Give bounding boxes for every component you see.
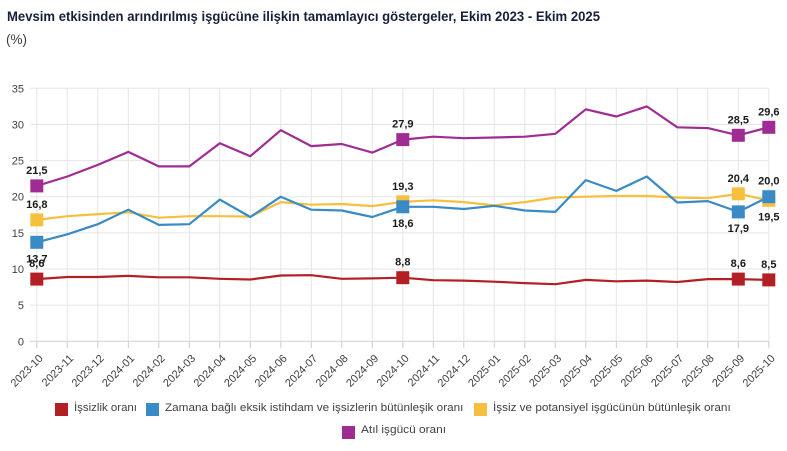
svg-text:8,5: 8,5 (761, 259, 776, 271)
svg-text:19,3: 19,3 (392, 181, 413, 193)
svg-text:2025-09: 2025-09 (710, 353, 747, 390)
svg-text:2025-04: 2025-04 (558, 353, 595, 390)
svg-text:2025-08: 2025-08 (680, 353, 717, 390)
svg-text:2024-09: 2024-09 (344, 353, 381, 390)
svg-text:13,7: 13,7 (26, 253, 47, 265)
svg-text:21,5: 21,5 (26, 165, 47, 177)
svg-text:8,8: 8,8 (395, 257, 410, 269)
svg-text:27,9: 27,9 (392, 119, 413, 131)
svg-text:2024-07: 2024-07 (283, 353, 320, 390)
svg-text:2025-07: 2025-07 (649, 353, 686, 390)
svg-text:10: 10 (12, 264, 24, 276)
svg-text:25: 25 (12, 156, 24, 168)
svg-text:2023-12: 2023-12 (70, 353, 107, 390)
svg-text:2024-10: 2024-10 (375, 353, 412, 390)
svg-text:20,4: 20,4 (728, 173, 750, 185)
svg-text:2024-05: 2024-05 (222, 353, 259, 390)
svg-text:2024-12: 2024-12 (436, 353, 473, 390)
svg-text:2023-10: 2023-10 (9, 353, 46, 390)
svg-text:28,5: 28,5 (728, 114, 749, 126)
svg-text:29,6: 29,6 (758, 106, 779, 118)
svg-text:2024-01: 2024-01 (100, 353, 137, 390)
svg-text:2025-10: 2025-10 (741, 353, 778, 390)
svg-text:2024-02: 2024-02 (131, 353, 168, 390)
svg-text:5: 5 (18, 300, 24, 312)
svg-text:17,9: 17,9 (728, 223, 749, 235)
svg-text:2025-02: 2025-02 (497, 353, 534, 390)
svg-text:2025-06: 2025-06 (619, 353, 656, 390)
svg-text:0: 0 (18, 336, 24, 348)
svg-text:2024-06: 2024-06 (253, 353, 290, 390)
svg-text:2024-03: 2024-03 (161, 353, 198, 390)
svg-text:20: 20 (12, 192, 24, 204)
svg-text:2025-05: 2025-05 (588, 353, 625, 390)
svg-text:20,0: 20,0 (758, 176, 779, 188)
svg-text:2025-01: 2025-01 (466, 353, 503, 390)
svg-text:8,6: 8,6 (29, 258, 44, 270)
svg-text:16,8: 16,8 (26, 199, 47, 211)
svg-text:2025-03: 2025-03 (527, 353, 564, 390)
svg-text:19,5: 19,5 (758, 211, 779, 223)
svg-text:35: 35 (12, 83, 24, 95)
svg-text:15: 15 (12, 228, 24, 240)
svg-text:18,6: 18,6 (392, 218, 413, 230)
svg-text:2024-08: 2024-08 (314, 353, 351, 390)
svg-text:30: 30 (12, 119, 24, 131)
svg-text:8,6: 8,6 (731, 258, 746, 270)
svg-text:2024-04: 2024-04 (192, 353, 229, 390)
